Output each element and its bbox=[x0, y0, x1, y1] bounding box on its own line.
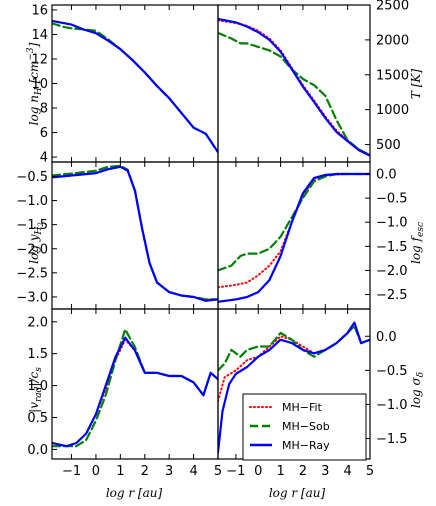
xtick-label: 1 bbox=[116, 464, 124, 479]
ytick-label: −2.5 bbox=[376, 288, 408, 303]
series-line-sob bbox=[52, 22, 218, 154]
series-line-sob bbox=[52, 328, 218, 448]
series-line-ray bbox=[52, 336, 218, 448]
series-line-ray bbox=[218, 321, 370, 454]
xtick-label: 0 bbox=[92, 464, 100, 479]
series-group bbox=[52, 164, 218, 302]
ytick-label: 10 bbox=[31, 77, 48, 92]
xlabel-right: log r [au] bbox=[269, 486, 326, 500]
axes-frame bbox=[217, 161, 371, 310]
ytick-label: −1.0 bbox=[16, 194, 48, 209]
ytick-label: −0.5 bbox=[376, 364, 408, 379]
ytick-label: 500 bbox=[376, 138, 401, 153]
ytick-label: −2.0 bbox=[16, 242, 48, 257]
ytick-label: −0.5 bbox=[376, 192, 408, 207]
series-line-fit bbox=[52, 338, 218, 448]
xtick-label: −1 bbox=[62, 464, 81, 479]
chart-panels: 468101214165001000150020002500−3.0−2.5−2… bbox=[16, 0, 409, 479]
xtick-label: 0 bbox=[254, 464, 262, 479]
ytick-label: 1500 bbox=[376, 68, 409, 83]
series-group bbox=[218, 17, 370, 157]
xtick-label: 1 bbox=[276, 464, 284, 479]
ytick-label: 0.0 bbox=[376, 330, 397, 345]
ylabel-nH: log nH [cm−3] bbox=[26, 42, 44, 125]
xtick-label: 4 bbox=[344, 464, 352, 479]
ytick-label: −0.5 bbox=[16, 170, 48, 185]
xtick-label: 4 bbox=[189, 464, 197, 479]
series-line-fit bbox=[218, 19, 370, 156]
ytick-label: 0.0 bbox=[376, 168, 397, 183]
legend: MH−Fit MH−Sob MH−Ray bbox=[242, 393, 367, 461]
series-line-fit bbox=[52, 19, 218, 154]
ytick-label: 8 bbox=[40, 102, 48, 117]
ytick-label: 2000 bbox=[376, 33, 409, 48]
series-group bbox=[218, 321, 370, 454]
panel-middle-right: −2.5 −2.0 −1.5 −1.0 −0.5 0.0 bbox=[217, 161, 408, 310]
series-line-ray bbox=[52, 165, 218, 302]
ytick-label: 16 bbox=[31, 3, 48, 18]
ytick-label: −2.0 bbox=[376, 264, 408, 279]
ytick-label: 0.5 bbox=[27, 411, 48, 426]
series-line-fit bbox=[52, 165, 218, 301]
ytick-label: 6 bbox=[40, 126, 48, 141]
legend-entry-sob: MH−Sob bbox=[282, 420, 330, 433]
xtick-label: 3 bbox=[321, 464, 329, 479]
series-line-ray bbox=[218, 172, 370, 303]
series-line-ray bbox=[52, 19, 218, 154]
ytick-label: 1.0 bbox=[27, 379, 48, 394]
panel-bottom-left: 0.0 0.5 1.0 1.5 2.0 −1 0 1 2 3 4 5 bbox=[27, 308, 222, 479]
legend-entry-fit: MH−Fit bbox=[282, 401, 323, 414]
ytick-label: −1.5 bbox=[376, 240, 408, 255]
series-line-sob bbox=[218, 172, 370, 272]
ytick-label: −1.0 bbox=[376, 216, 408, 231]
ytick-label: 1.5 bbox=[27, 347, 48, 362]
ytick-label: −1.0 bbox=[376, 398, 408, 413]
xtick-label: 5 bbox=[366, 464, 374, 479]
panel-top-right: 500 1000 1500 2000 2500 bbox=[217, 0, 409, 163]
xlabel-left: log r [au] bbox=[106, 486, 163, 500]
ytick-label: −1.5 bbox=[376, 432, 408, 447]
panel-top-left: 4 6 8 10 12 14 16 bbox=[31, 3, 219, 166]
xtick-label: −1 bbox=[226, 464, 245, 479]
ytick-label: 2.0 bbox=[27, 315, 48, 330]
ytick-label: 4 bbox=[40, 151, 48, 166]
series-line-fit bbox=[218, 173, 370, 289]
xtick-label: 3 bbox=[165, 464, 173, 479]
series-line-fit bbox=[218, 325, 370, 402]
ytick-label: 2500 bbox=[376, 0, 409, 14]
xtick-label: 2 bbox=[141, 464, 149, 479]
xtick-label: 5 bbox=[214, 464, 222, 479]
ylabel-sigma: log σδ bbox=[409, 372, 426, 408]
series-line-sob bbox=[52, 164, 218, 301]
series-group bbox=[52, 19, 218, 154]
series-group bbox=[52, 328, 218, 448]
ytick-label: 0.0 bbox=[27, 443, 48, 458]
ylabel-fesc: log fesc bbox=[409, 222, 426, 264]
axes-frame bbox=[51, 161, 219, 310]
legend-entry-ray: MH−Ray bbox=[282, 439, 330, 452]
ytick-label: −3.0 bbox=[16, 290, 48, 305]
series-group bbox=[218, 172, 370, 303]
ylabel-T: T [K] bbox=[409, 69, 423, 99]
axes-frame bbox=[51, 308, 219, 460]
panel-middle-left: −3.0 −2.5 −2.0 −1.5 −1.0 −0.5 bbox=[16, 161, 219, 310]
ytick-label: −2.5 bbox=[16, 266, 48, 281]
ytick-label: −1.5 bbox=[16, 218, 48, 233]
series-line-sob bbox=[218, 31, 370, 157]
ytick-label: 1000 bbox=[376, 103, 409, 118]
series-line-ray bbox=[218, 17, 370, 157]
xtick-label: 2 bbox=[299, 464, 307, 479]
ytick-label: 12 bbox=[31, 52, 48, 67]
ytick-label: 14 bbox=[31, 28, 48, 43]
